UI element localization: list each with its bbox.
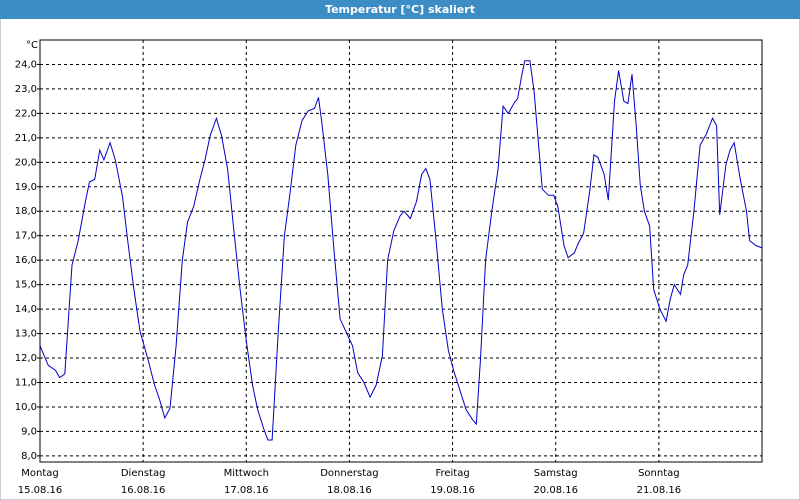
y-tick-label: 8,0 [21,451,37,462]
y-tick-label: 21,0 [15,133,37,144]
y-axis-label: °C [26,40,38,51]
y-tick-label: 17,0 [15,231,37,242]
x-tick-label: Donnerstag [320,468,378,479]
x-tick-label: Samstag [534,468,578,479]
y-tick-label: 18,0 [15,206,37,217]
y-tick-label: 19,0 [15,182,37,193]
y-tick-label: 13,0 [15,329,37,340]
x-tick-label: Dienstag [121,468,166,479]
y-tick-label: 9,0 [21,426,37,437]
chart-title: Temperatur [°C] skaliert [325,3,475,16]
y-tick-label: 16,0 [15,255,37,266]
x-tick-label: Sonntag [638,468,680,479]
y-tick-label: 11,0 [15,377,37,388]
title-bar [0,0,800,19]
y-tick-label: 22,0 [15,108,37,119]
x-tick-date: 18.08.16 [327,485,372,496]
plot-frame [39,39,763,463]
y-tick-label: 20,0 [15,157,37,168]
x-tick-date: 19.08.16 [430,485,475,496]
x-tick-date: 16.08.16 [121,485,166,496]
y-tick-label: 12,0 [15,353,37,364]
x-tick-date: 15.08.16 [18,485,63,496]
x-tick-date: 20.08.16 [533,485,578,496]
temperature-line [39,60,763,441]
x-tick-date: 17.08.16 [224,485,269,496]
y-tick-label: 10,0 [15,402,37,413]
y-tick-label: 15,0 [15,280,37,291]
x-tick-label: Freitag [435,468,469,479]
y-tick-label: 14,0 [15,304,37,315]
x-tick-date: 21.08.16 [637,485,682,496]
x-tick-label: Montag [21,468,58,479]
x-tick-label: Mittwoch [224,468,269,479]
y-tick-label: 23,0 [15,84,37,95]
y-tick-label: 24,0 [15,59,37,70]
